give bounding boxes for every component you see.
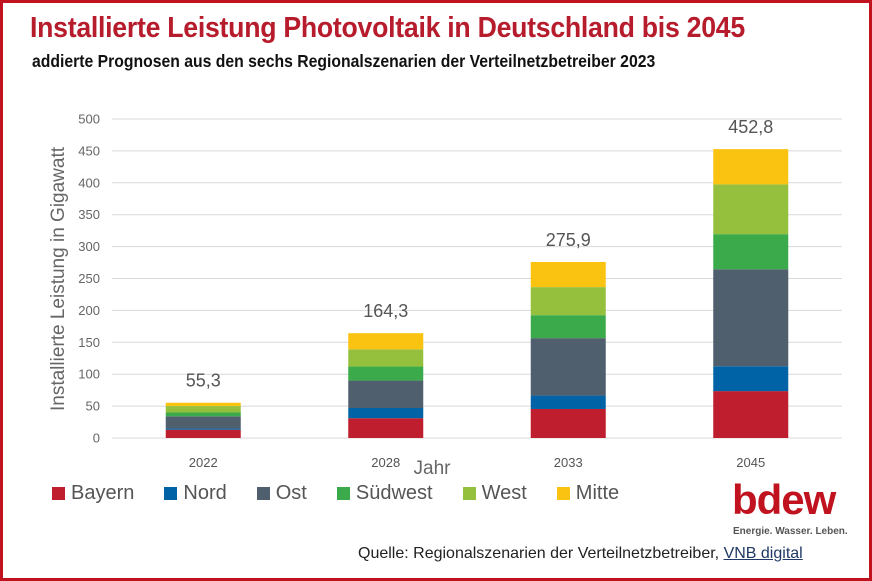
y-tick-label: 150 — [78, 335, 100, 350]
bar-segment-ost-2033 — [530, 338, 606, 396]
y-tick-label: 400 — [78, 175, 100, 190]
legend-item-mitte: Mitte — [556, 482, 620, 505]
total-label-2033: 275,9 — [546, 230, 591, 250]
bar-segment-mitte-2028 — [348, 333, 424, 350]
y-tick-label: 350 — [78, 207, 100, 222]
legend-swatch — [556, 487, 570, 500]
legend-item-west: West — [462, 482, 527, 505]
bar-segment-bayern-2022 — [165, 429, 241, 438]
bar-segment-west-2022 — [165, 406, 241, 413]
legend-item-nord: Nord — [164, 482, 227, 505]
total-label-2028: 164,3 — [363, 301, 408, 321]
legend-swatch — [462, 487, 476, 500]
source-note: Quelle: Regionalszenarien der Verteilnet… — [358, 545, 803, 563]
legend-label: West — [481, 482, 527, 504]
source-link[interactable]: VNB digital — [723, 545, 803, 562]
legend-item-ost: Ost — [256, 482, 307, 505]
bar-segment-nord-2033 — [530, 395, 606, 409]
bar-segment-ost-2022 — [165, 416, 241, 429]
legend-label: Südwest — [355, 482, 433, 504]
bar-segment-nord-2022 — [165, 428, 241, 430]
y-tick-label: 200 — [78, 303, 100, 318]
y-tick-label: 450 — [78, 143, 100, 158]
x-tick-label: 2033 — [554, 455, 583, 470]
bdew-logo: bdew — [732, 476, 836, 523]
bar-segment-mitte-2022 — [165, 402, 241, 407]
legend-label: Bayern — [71, 482, 135, 504]
y-tick-label: 500 — [78, 112, 100, 127]
bar-segment-bayern-2028 — [348, 418, 424, 438]
bar-segment-mitte-2045 — [713, 149, 789, 185]
y-tick-label: 50 — [86, 399, 100, 414]
x-tick-label: 2028 — [371, 455, 400, 470]
bar-segment-west-2033 — [530, 287, 606, 316]
logo-wordmark: bdew — [732, 476, 836, 523]
x-tick-label: 2045 — [736, 455, 765, 470]
bar-segment-nord-2045 — [713, 366, 789, 392]
legend-swatch — [336, 487, 350, 500]
legend-label: Nord — [183, 482, 227, 504]
bar-segment-nord-2028 — [348, 408, 424, 419]
legend-swatch — [164, 487, 178, 500]
bar-segment-bayern-2045 — [713, 391, 789, 438]
bar-segment-ost-2045 — [713, 269, 789, 367]
legend-item-bayern: Bayern — [52, 482, 134, 505]
source-text: Quelle: Regionalszenarien der Verteilnet… — [358, 545, 724, 562]
legend-label: Ost — [275, 482, 307, 504]
y-tick-label: 250 — [78, 271, 100, 286]
chart-subtitle: addierte Prognosen aus den sechs Regiona… — [32, 51, 656, 71]
total-label-2045: 452,8 — [728, 117, 773, 137]
y-tick-label: 100 — [78, 367, 100, 382]
bar-segment-südwest-2033 — [530, 315, 606, 339]
legend-item-südwest: Südwest — [336, 482, 433, 505]
chart-title: Installierte Leistung Photovoltaik in De… — [30, 12, 745, 44]
legend-label: Mitte — [575, 482, 620, 504]
legend: Bayern Nord Ost Südwest West Mitte — [52, 482, 649, 505]
x-axis-label: Jahr — [414, 458, 452, 479]
logo-tagline: Energie. Wasser. Leben. — [733, 526, 848, 537]
y-tick-label: 0 — [93, 431, 100, 446]
bar-segment-südwest-2045 — [713, 234, 789, 270]
x-tick-label: 2022 — [189, 455, 218, 470]
y-axis-label: Installierte Leistung in Gigawatt — [48, 146, 69, 411]
y-tick-label: 300 — [78, 239, 100, 254]
bar-segment-ost-2028 — [348, 380, 424, 409]
bar-segment-west-2045 — [713, 184, 789, 235]
bar-segment-südwest-2028 — [348, 366, 424, 381]
legend-swatch — [256, 487, 270, 500]
bar-segment-west-2028 — [348, 349, 424, 367]
bar-segment-bayern-2033 — [530, 408, 606, 438]
total-label-2022: 55,3 — [186, 371, 221, 391]
legend-swatch — [52, 487, 65, 500]
bar-segment-mitte-2033 — [530, 261, 606, 288]
bar-segment-südwest-2022 — [165, 412, 241, 417]
